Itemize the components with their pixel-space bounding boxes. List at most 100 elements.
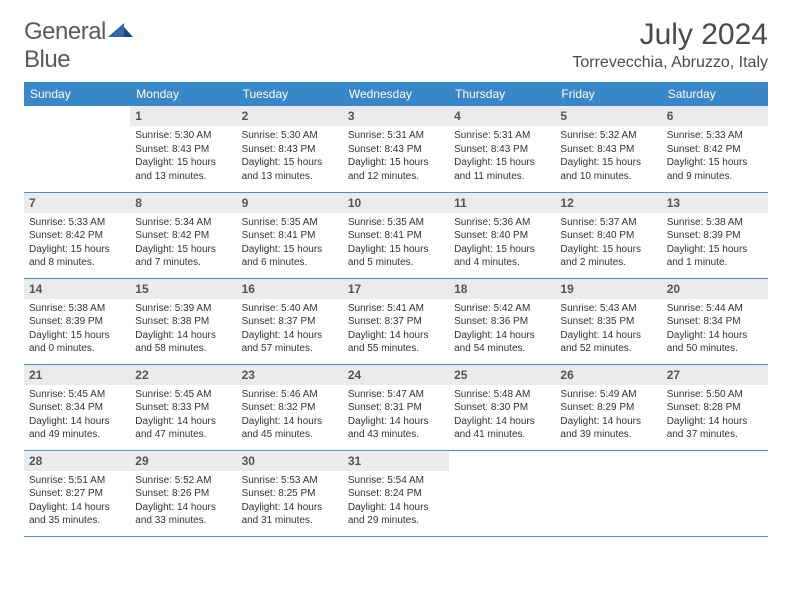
daylight-line: Daylight: 14 hours and 47 minutes. <box>135 415 231 442</box>
daylight-line: Daylight: 15 hours and 11 minutes. <box>454 156 550 183</box>
calendar-week-row: 1Sunrise: 5:30 AMSunset: 8:43 PMDaylight… <box>24 106 768 192</box>
sunset-line: Sunset: 8:30 PM <box>454 401 550 415</box>
calendar-cell <box>449 450 555 536</box>
calendar-cell: 4Sunrise: 5:31 AMSunset: 8:43 PMDaylight… <box>449 106 555 192</box>
sunrise-line: Sunrise: 5:35 AM <box>348 216 444 230</box>
daylight-line: Daylight: 15 hours and 6 minutes. <box>242 243 338 270</box>
calendar-cell: 19Sunrise: 5:43 AMSunset: 8:35 PMDayligh… <box>555 278 661 364</box>
sunrise-line: Sunrise: 5:31 AM <box>454 129 550 143</box>
daylight-line: Daylight: 14 hours and 37 minutes. <box>667 415 763 442</box>
cell-body: Sunrise: 5:50 AMSunset: 8:28 PMDaylight:… <box>662 385 768 446</box>
day-number: 13 <box>662 193 768 213</box>
sunset-line: Sunset: 8:43 PM <box>454 143 550 157</box>
sunset-line: Sunset: 8:42 PM <box>135 229 231 243</box>
sunset-line: Sunset: 8:34 PM <box>667 315 763 329</box>
daylight-line: Daylight: 15 hours and 0 minutes. <box>29 329 125 356</box>
sunset-line: Sunset: 8:32 PM <box>242 401 338 415</box>
cell-body: Sunrise: 5:51 AMSunset: 8:27 PMDaylight:… <box>24 471 130 532</box>
day-number: 7 <box>24 193 130 213</box>
cell-body: Sunrise: 5:46 AMSunset: 8:32 PMDaylight:… <box>237 385 343 446</box>
cell-body: Sunrise: 5:49 AMSunset: 8:29 PMDaylight:… <box>555 385 661 446</box>
calendar-cell: 31Sunrise: 5:54 AMSunset: 8:24 PMDayligh… <box>343 450 449 536</box>
sunrise-line: Sunrise: 5:40 AM <box>242 302 338 316</box>
calendar-cell <box>555 450 661 536</box>
daylight-line: Daylight: 14 hours and 50 minutes. <box>667 329 763 356</box>
sunrise-line: Sunrise: 5:31 AM <box>348 129 444 143</box>
calendar-cell: 24Sunrise: 5:47 AMSunset: 8:31 PMDayligh… <box>343 364 449 450</box>
calendar-cell: 27Sunrise: 5:50 AMSunset: 8:28 PMDayligh… <box>662 364 768 450</box>
day-number: 12 <box>555 193 661 213</box>
cell-body: Sunrise: 5:34 AMSunset: 8:42 PMDaylight:… <box>130 213 236 274</box>
sunrise-line: Sunrise: 5:38 AM <box>29 302 125 316</box>
cell-body: Sunrise: 5:35 AMSunset: 8:41 PMDaylight:… <box>343 213 449 274</box>
daylight-line: Daylight: 14 hours and 58 minutes. <box>135 329 231 356</box>
calendar-cell: 7Sunrise: 5:33 AMSunset: 8:42 PMDaylight… <box>24 192 130 278</box>
cell-body: Sunrise: 5:33 AMSunset: 8:42 PMDaylight:… <box>662 126 768 187</box>
sunrise-line: Sunrise: 5:46 AM <box>242 388 338 402</box>
calendar-cell: 3Sunrise: 5:31 AMSunset: 8:43 PMDaylight… <box>343 106 449 192</box>
sunrise-line: Sunrise: 5:34 AM <box>135 216 231 230</box>
day-number: 14 <box>24 279 130 299</box>
day-number: 31 <box>343 451 449 471</box>
sunset-line: Sunset: 8:25 PM <box>242 487 338 501</box>
calendar-cell: 8Sunrise: 5:34 AMSunset: 8:42 PMDaylight… <box>130 192 236 278</box>
calendar-cell: 20Sunrise: 5:44 AMSunset: 8:34 PMDayligh… <box>662 278 768 364</box>
calendar-cell: 16Sunrise: 5:40 AMSunset: 8:37 PMDayligh… <box>237 278 343 364</box>
day-number: 18 <box>449 279 555 299</box>
cell-body: Sunrise: 5:40 AMSunset: 8:37 PMDaylight:… <box>237 299 343 360</box>
daylight-line: Daylight: 14 hours and 39 minutes. <box>560 415 656 442</box>
calendar-cell: 10Sunrise: 5:35 AMSunset: 8:41 PMDayligh… <box>343 192 449 278</box>
sunset-line: Sunset: 8:40 PM <box>560 229 656 243</box>
calendar-cell: 26Sunrise: 5:49 AMSunset: 8:29 PMDayligh… <box>555 364 661 450</box>
cell-body: Sunrise: 5:41 AMSunset: 8:37 PMDaylight:… <box>343 299 449 360</box>
day-header: Monday <box>130 82 236 106</box>
day-header: Tuesday <box>237 82 343 106</box>
sunrise-line: Sunrise: 5:45 AM <box>29 388 125 402</box>
logo: General Blue <box>24 18 134 74</box>
daylight-line: Daylight: 14 hours and 43 minutes. <box>348 415 444 442</box>
day-number: 11 <box>449 193 555 213</box>
sunset-line: Sunset: 8:43 PM <box>242 143 338 157</box>
sunrise-line: Sunrise: 5:41 AM <box>348 302 444 316</box>
sunrise-line: Sunrise: 5:47 AM <box>348 388 444 402</box>
daylight-line: Daylight: 14 hours and 29 minutes. <box>348 501 444 528</box>
sunset-line: Sunset: 8:37 PM <box>242 315 338 329</box>
cell-body: Sunrise: 5:30 AMSunset: 8:43 PMDaylight:… <box>130 126 236 187</box>
cell-body: Sunrise: 5:47 AMSunset: 8:31 PMDaylight:… <box>343 385 449 446</box>
sunrise-line: Sunrise: 5:32 AM <box>560 129 656 143</box>
day-number: 30 <box>237 451 343 471</box>
daylight-line: Daylight: 14 hours and 41 minutes. <box>454 415 550 442</box>
sunset-line: Sunset: 8:24 PM <box>348 487 444 501</box>
day-number: 23 <box>237 365 343 385</box>
sunrise-line: Sunrise: 5:39 AM <box>135 302 231 316</box>
daylight-line: Daylight: 15 hours and 2 minutes. <box>560 243 656 270</box>
sunrise-line: Sunrise: 5:50 AM <box>667 388 763 402</box>
daylight-line: Daylight: 15 hours and 13 minutes. <box>135 156 231 183</box>
calendar-week-row: 21Sunrise: 5:45 AMSunset: 8:34 PMDayligh… <box>24 364 768 450</box>
calendar-cell: 18Sunrise: 5:42 AMSunset: 8:36 PMDayligh… <box>449 278 555 364</box>
logo-word1: General <box>24 18 106 45</box>
sunset-line: Sunset: 8:39 PM <box>667 229 763 243</box>
calendar-cell <box>662 450 768 536</box>
calendar-body: 1Sunrise: 5:30 AMSunset: 8:43 PMDaylight… <box>24 106 768 536</box>
day-number: 8 <box>130 193 236 213</box>
sunset-line: Sunset: 8:43 PM <box>560 143 656 157</box>
sunrise-line: Sunrise: 5:51 AM <box>29 474 125 488</box>
daylight-line: Daylight: 15 hours and 4 minutes. <box>454 243 550 270</box>
day-number: 29 <box>130 451 236 471</box>
daylight-line: Daylight: 15 hours and 7 minutes. <box>135 243 231 270</box>
day-number: 28 <box>24 451 130 471</box>
sunset-line: Sunset: 8:42 PM <box>29 229 125 243</box>
calendar-cell: 28Sunrise: 5:51 AMSunset: 8:27 PMDayligh… <box>24 450 130 536</box>
day-number: 15 <box>130 279 236 299</box>
sunset-line: Sunset: 8:33 PM <box>135 401 231 415</box>
calendar-week-row: 28Sunrise: 5:51 AMSunset: 8:27 PMDayligh… <box>24 450 768 536</box>
title-block: July 2024 Torrevecchia, Abruzzo, Italy <box>572 18 768 72</box>
daylight-line: Daylight: 15 hours and 10 minutes. <box>560 156 656 183</box>
day-number: 25 <box>449 365 555 385</box>
cell-body: Sunrise: 5:44 AMSunset: 8:34 PMDaylight:… <box>662 299 768 360</box>
sunset-line: Sunset: 8:41 PM <box>348 229 444 243</box>
cell-body: Sunrise: 5:32 AMSunset: 8:43 PMDaylight:… <box>555 126 661 187</box>
sunrise-line: Sunrise: 5:33 AM <box>29 216 125 230</box>
location-text: Torrevecchia, Abruzzo, Italy <box>572 54 768 72</box>
